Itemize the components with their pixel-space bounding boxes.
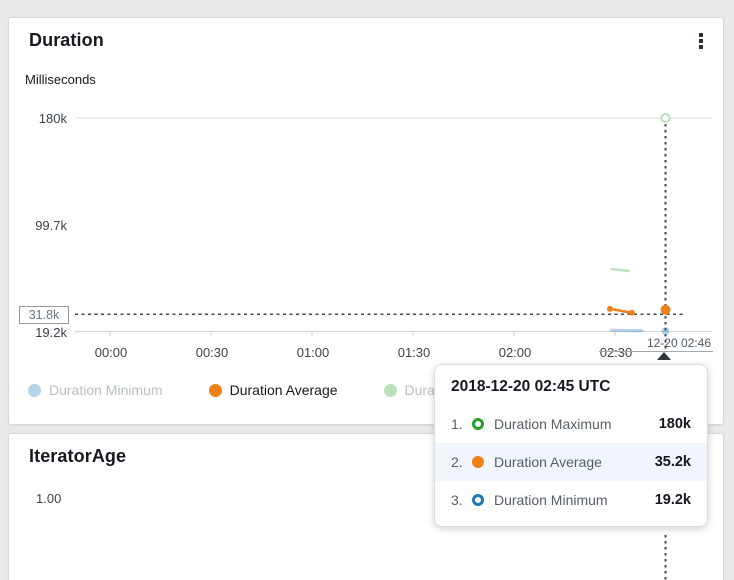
legend-swatch-minimum-icon — [28, 383, 41, 397]
legend-swatch-average-icon — [208, 383, 222, 397]
tooltip-row-index: 3. — [451, 492, 463, 508]
tooltip-series-value: 180k — [658, 416, 691, 432]
time-annotation-label: 12-20 02:46 — [646, 336, 711, 350]
x-tick-label: 00:00 — [94, 345, 128, 360]
tooltip-series-value: 35.2k — [654, 454, 691, 470]
series-ring-marker-icon — [472, 418, 484, 430]
legend-label: Duration Average — [229, 382, 338, 398]
tooltip-series-value: 19.2k — [654, 492, 691, 508]
series-ring-marker-icon — [472, 494, 484, 506]
tooltip-row-index: 2. — [451, 454, 463, 470]
time-annotation-marker-icon — [657, 352, 671, 360]
duration-card-title: Duration — [29, 30, 104, 50]
y-tick-label: 99.7k — [35, 218, 67, 233]
legend-label: Duration Minimum — [49, 382, 163, 398]
tooltip-series-name: Duration Minimum — [494, 492, 608, 508]
duration-metric-card: Duration Milliseconds 180k 99.7k 19.2k 3… — [8, 17, 724, 425]
time-annotation-underline — [599, 351, 713, 352]
legend-item-duration-average[interactable]: Duration Average — [208, 382, 338, 398]
kebab-menu-icon[interactable] — [692, 29, 710, 53]
tooltip-row-duration-maximum: 1. Duration Maximum 180k — [435, 405, 707, 443]
tooltip-row-duration-minimum: 3. Duration Minimum 19.2k — [435, 481, 707, 519]
y-tick-label: 1.00 — [36, 491, 62, 506]
y-tick-label: 180k — [38, 111, 67, 126]
x-tick-label: 00:30 — [195, 345, 229, 360]
tooltip-row-index: 1. — [451, 416, 463, 432]
tooltip-series-name: Duration Maximum — [494, 416, 612, 432]
crosshair-y-value-label: 31.8k — [19, 306, 69, 324]
tooltip-timestamp: 2018-12-20 02:45 UTC — [451, 378, 611, 395]
legend-swatch-maximum-icon — [383, 383, 397, 397]
tooltip-row-duration-average: 2. Duration Average 35.2k — [435, 443, 707, 481]
chart-hover-tooltip: 2018-12-20 02:45 UTC 1. Duration Maximum… — [434, 364, 708, 527]
y-tick-label: 19.2k — [35, 325, 67, 340]
tooltip-series-name: Duration Average — [494, 454, 602, 470]
x-tick-label: 02:30 — [599, 345, 633, 360]
x-tick-label: 01:00 — [296, 345, 330, 360]
x-tick-label: 02:00 — [498, 345, 532, 360]
legend-item-duration-minimum[interactable]: Duration Minimum — [28, 382, 163, 398]
y-axis-unit-label: Milliseconds — [25, 72, 96, 87]
duration-plot-area[interactable] — [75, 100, 712, 332]
series-dot-marker-icon — [472, 456, 484, 468]
x-tick-label: 01:30 — [397, 345, 431, 360]
iteratorage-card-title: IteratorAge — [29, 446, 127, 466]
